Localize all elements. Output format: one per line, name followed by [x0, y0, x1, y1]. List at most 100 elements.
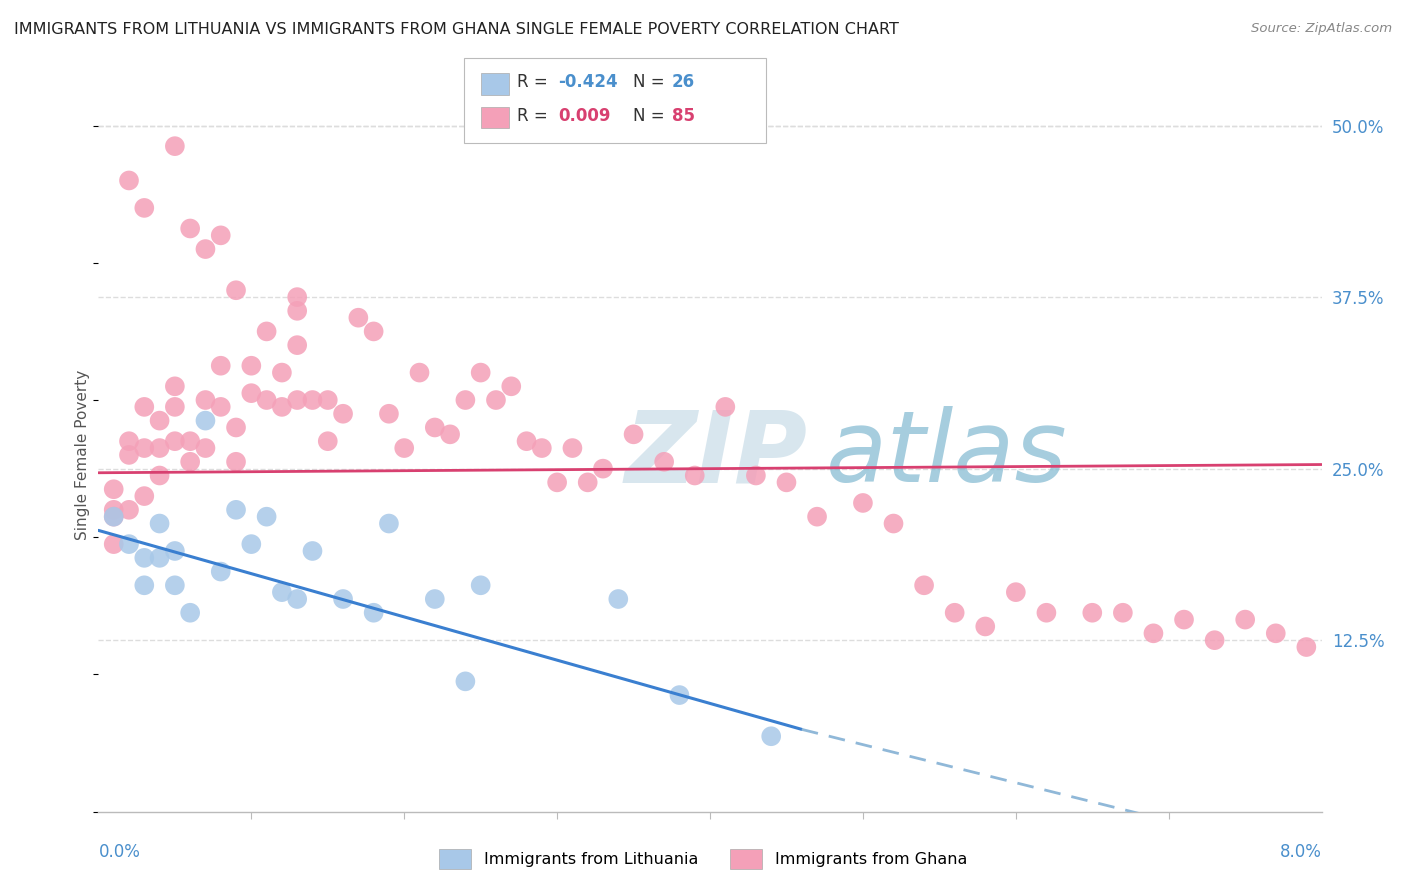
Point: [118, 537, 141, 551]
Point: [485, 392, 508, 407]
Point: [1004, 585, 1026, 599]
Point: [501, 379, 523, 393]
Point: [163, 379, 186, 393]
Point: [163, 139, 186, 153]
Point: [256, 392, 278, 407]
Point: [516, 434, 538, 449]
Point: [301, 544, 323, 558]
Point: [209, 400, 232, 414]
Point: [332, 592, 354, 607]
Point: [163, 400, 186, 414]
Point: [1264, 626, 1286, 640]
Point: [285, 392, 308, 407]
Point: [439, 427, 461, 442]
Point: [179, 606, 201, 620]
Point: [546, 475, 568, 490]
Point: [285, 592, 308, 607]
Point: [806, 509, 828, 524]
Point: [225, 503, 247, 517]
Point: [1234, 613, 1257, 627]
Point: [194, 414, 217, 428]
Point: [118, 448, 141, 462]
Point: [149, 516, 172, 531]
Point: [576, 475, 599, 490]
Point: [408, 366, 430, 380]
Point: [118, 503, 141, 517]
Point: [652, 455, 675, 469]
Point: [103, 509, 125, 524]
Point: [179, 434, 201, 449]
Legend: Immigrants from Lithuania, Immigrants from Ghana: Immigrants from Lithuania, Immigrants fr…: [433, 843, 973, 875]
Point: [470, 578, 492, 592]
Point: [668, 688, 690, 702]
Text: 0.009: 0.009: [558, 107, 610, 125]
Point: [378, 516, 401, 531]
Point: [194, 441, 217, 455]
Text: Source: ZipAtlas.com: Source: ZipAtlas.com: [1251, 22, 1392, 36]
Point: [134, 578, 156, 592]
Point: [285, 303, 308, 318]
Point: [363, 606, 385, 620]
Point: [194, 392, 217, 407]
Point: [745, 468, 768, 483]
Point: [623, 427, 645, 442]
Point: [149, 468, 172, 483]
Text: -0.424: -0.424: [558, 73, 617, 91]
Point: [285, 338, 308, 352]
Point: [209, 565, 232, 579]
Point: [912, 578, 935, 592]
Point: [194, 242, 217, 256]
Point: [347, 310, 370, 325]
Point: [285, 290, 308, 304]
Point: [225, 455, 247, 469]
Point: [1081, 606, 1104, 620]
Text: 85: 85: [672, 107, 695, 125]
Point: [270, 400, 294, 414]
Point: [163, 578, 186, 592]
Point: [1112, 606, 1135, 620]
Point: [332, 407, 354, 421]
Text: atlas: atlas: [827, 407, 1069, 503]
Point: [103, 503, 125, 517]
Point: [103, 537, 125, 551]
Point: [592, 461, 614, 475]
Point: [179, 455, 201, 469]
Point: [134, 550, 156, 565]
Point: [561, 441, 583, 455]
Point: [225, 420, 247, 434]
Point: [118, 434, 141, 449]
Point: [943, 606, 966, 620]
Point: [256, 509, 278, 524]
Point: [179, 221, 201, 235]
Y-axis label: Single Female Poverty: Single Female Poverty: [75, 370, 90, 540]
Text: N =: N =: [633, 107, 669, 125]
Point: [134, 201, 156, 215]
Point: [454, 392, 477, 407]
Point: [301, 392, 323, 407]
Point: [423, 420, 446, 434]
Point: [118, 173, 141, 187]
Point: [775, 475, 797, 490]
Point: [883, 516, 905, 531]
Point: [714, 400, 737, 414]
Point: [225, 283, 247, 297]
Point: [759, 729, 782, 743]
Text: R =: R =: [517, 73, 554, 91]
Point: [149, 414, 172, 428]
Text: R =: R =: [517, 107, 554, 125]
Point: [209, 359, 232, 373]
Point: [363, 325, 385, 339]
Point: [683, 468, 706, 483]
Text: 0.0%: 0.0%: [98, 843, 141, 861]
Point: [240, 386, 263, 401]
Point: [1295, 640, 1317, 654]
Point: [378, 407, 401, 421]
Point: [270, 366, 294, 380]
Point: [163, 544, 186, 558]
Point: [1204, 633, 1226, 648]
Point: [149, 441, 172, 455]
Point: [256, 325, 278, 339]
Text: 8.0%: 8.0%: [1279, 843, 1322, 861]
Point: [103, 509, 125, 524]
Point: [316, 434, 339, 449]
